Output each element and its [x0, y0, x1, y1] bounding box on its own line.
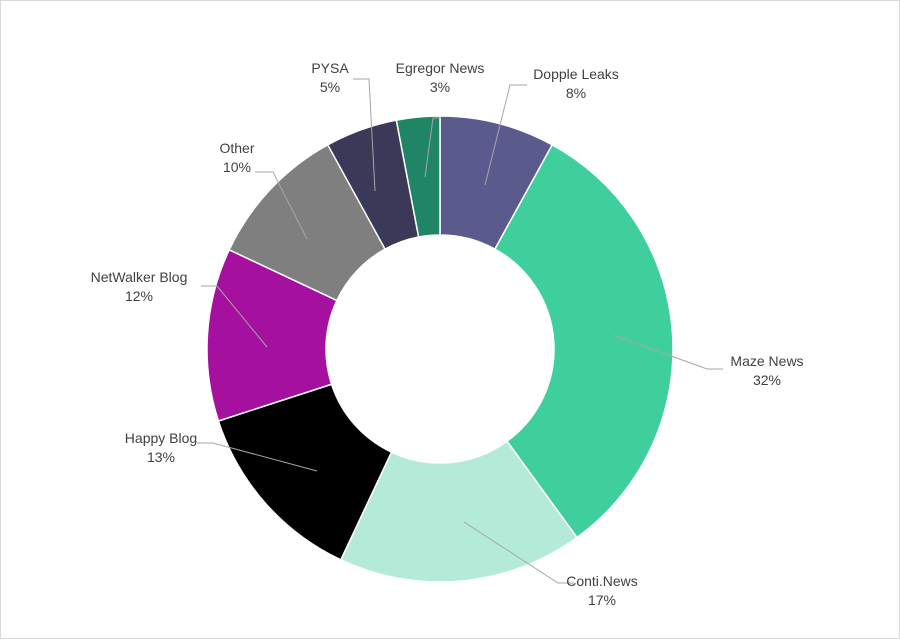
leader-line-netwalker-blog [201, 285, 268, 348]
labels-group: Dopple Leaks 8% Maze News 32% Conti.News 17% H… [91, 60, 804, 608]
value-label-egregor-news: 3% [430, 79, 450, 95]
leader-line-conti-news [463, 521, 574, 584]
label-happy-blog: Happy Blog [125, 430, 197, 446]
label-netwalker-blog: NetWalker Blog [91, 269, 188, 285]
label-other: Other [219, 140, 254, 156]
leader-lines-group [197, 78, 723, 584]
slices-group [206, 115, 674, 583]
value-label-maze-news: 32% [753, 372, 781, 388]
slice-maze-news [493, 143, 674, 539]
value-label-netwalker-blog: 12% [125, 288, 153, 304]
leader-line-other [255, 171, 308, 240]
slice-conti-news [339, 440, 579, 583]
leader-line-happy-blog [197, 442, 318, 472]
value-label-pysa: 5% [320, 79, 340, 95]
value-label-other: 10% [223, 159, 251, 175]
label-conti-news: Conti.News [566, 573, 638, 589]
label-pysa: PYSA [311, 60, 349, 76]
leader-line-egregor-news [424, 117, 441, 178]
label-dopple-leaks: Dopple Leaks [533, 66, 619, 82]
label-maze-news: Maze News [730, 353, 803, 369]
leader-line-dopple-leaks [484, 84, 527, 186]
value-label-happy-blog: 13% [147, 449, 175, 465]
label-egregor-news: Egregor News [396, 60, 485, 76]
leader-line-maze-news [612, 334, 723, 370]
value-label-conti-news: 17% [588, 592, 616, 608]
value-label-dopple-leaks: 8% [566, 85, 586, 101]
leader-line-pysa [353, 78, 376, 192]
